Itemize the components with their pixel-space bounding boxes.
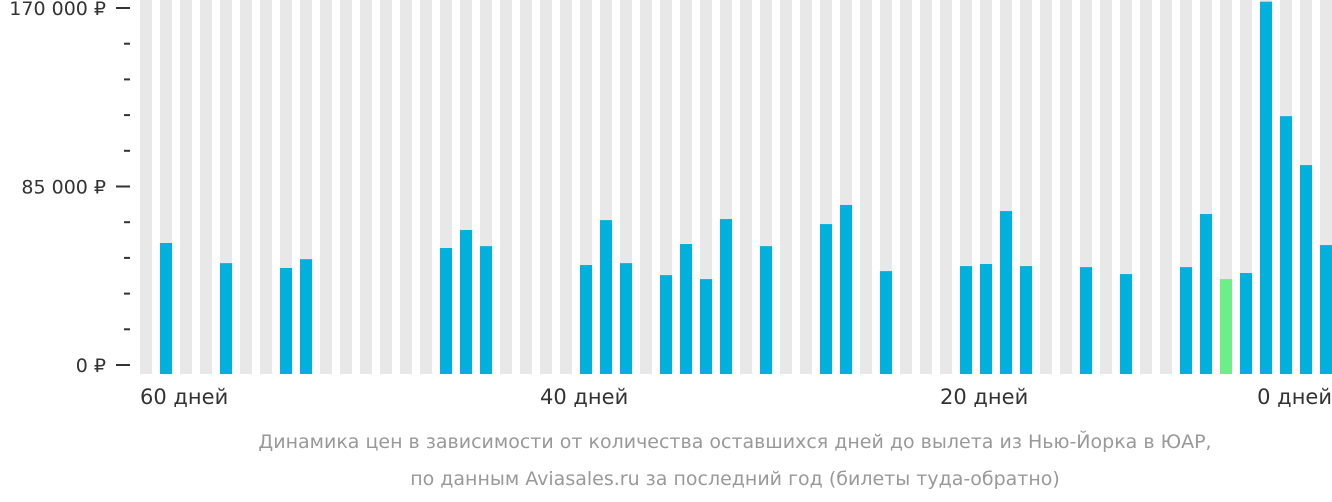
background-column	[1140, 0, 1152, 374]
price-bar	[1320, 245, 1332, 374]
background-column	[200, 0, 212, 374]
x-tick-label: 40 дней	[540, 385, 628, 409]
price-bar	[680, 244, 692, 374]
price-bar	[840, 204, 852, 374]
background-column	[1100, 0, 1112, 374]
x-tick-label: 60 дней	[140, 385, 228, 409]
background-column	[920, 0, 932, 374]
background-column	[380, 0, 392, 374]
background-column	[560, 0, 572, 374]
background-column	[1040, 0, 1052, 374]
background-column	[400, 0, 412, 374]
background-column	[360, 0, 372, 374]
price-bar	[600, 220, 612, 374]
price-by-days-chart: 0 ₽ 85 000 ₽ 170 000 ₽ 60 дней 40 дней 20 дне…	[9, 0, 1332, 409]
x-tick-label: 20 дней	[940, 385, 1028, 409]
price-bar	[980, 263, 992, 374]
price-bar	[960, 266, 972, 374]
price-bar	[1260, 1, 1272, 374]
background-column	[1160, 0, 1172, 374]
price-bar	[720, 219, 732, 374]
price-bar	[1180, 267, 1192, 374]
background-column	[1060, 0, 1072, 374]
price-bar	[1120, 274, 1132, 374]
price-bar	[700, 279, 712, 374]
price-bar	[820, 224, 832, 374]
price-bar	[1000, 211, 1012, 374]
price-bar	[880, 271, 892, 374]
background-column	[320, 0, 332, 374]
background-column	[780, 0, 792, 374]
price-bar	[580, 265, 592, 374]
background-column	[640, 0, 652, 374]
background-column	[180, 0, 192, 374]
price-bar	[480, 246, 492, 374]
background-column	[140, 0, 152, 374]
background-column	[540, 0, 552, 374]
background-column	[420, 0, 432, 374]
price-bar	[1080, 267, 1092, 374]
background-column	[240, 0, 252, 374]
background-column	[940, 0, 952, 374]
price-bar	[1280, 116, 1292, 375]
chart-caption-line-1: Динамика цен в зависимости от количества…	[258, 431, 1212, 453]
price-bar	[1240, 273, 1252, 374]
price-bar	[1200, 214, 1212, 374]
background-column	[800, 0, 812, 374]
y-tick-label: 170 000 ₽	[9, 0, 106, 20]
background-column	[900, 0, 912, 374]
price-bar	[1020, 266, 1032, 374]
background-column	[260, 0, 272, 374]
background-column	[860, 0, 872, 374]
price-bar	[620, 263, 632, 374]
cheapest-price-bar	[1220, 279, 1232, 374]
price-bar	[660, 275, 672, 374]
background-column	[740, 0, 752, 374]
x-tick-label: 0 дней	[1257, 385, 1332, 409]
background-column	[340, 0, 352, 374]
chart-caption-line-2: по данным Aviasales.ru за последний год …	[410, 468, 1060, 490]
y-tick-label: 0 ₽	[76, 355, 106, 377]
price-bar	[440, 248, 452, 374]
price-bar	[280, 267, 292, 374]
price-bar	[1300, 165, 1312, 374]
background-column	[520, 0, 532, 374]
price-bar	[300, 259, 312, 374]
y-tick-label: 85 000 ₽	[21, 177, 106, 199]
price-bar	[460, 229, 472, 374]
price-bar	[220, 263, 232, 374]
price-bar	[760, 246, 772, 374]
price-bar	[160, 242, 172, 374]
background-column	[500, 0, 512, 374]
